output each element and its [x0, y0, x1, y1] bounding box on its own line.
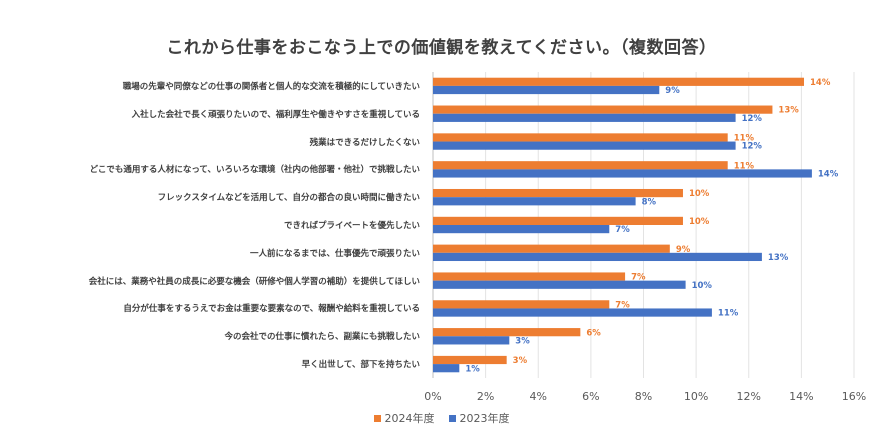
data-label: 10% — [692, 281, 713, 291]
bar-2023 — [433, 141, 736, 150]
data-label: 11% — [734, 134, 755, 144]
x-tick-label: 6% — [582, 390, 600, 403]
data-label: 7% — [631, 273, 646, 283]
x-tick-label: 10% — [683, 390, 709, 403]
data-label: 12% — [742, 142, 763, 152]
bar-2023 — [433, 113, 736, 122]
x-tick-label: 16% — [841, 390, 867, 403]
category-label: 会社には、業務や社員の成長に必要な機会（研修や個人学習の補助）を提供してほしい — [88, 276, 420, 287]
legend-label: 2024年度 — [384, 412, 435, 425]
bar-2024 — [433, 300, 610, 309]
category-label: 自分が仕事をするうえでお金は重要な要素なので、報酬や給料を重視している — [123, 304, 420, 315]
bar-2024 — [433, 161, 728, 170]
data-label: 9% — [665, 86, 680, 96]
x-tick-label: 8% — [634, 390, 653, 403]
category-label: 残業はできるだけしたくない — [309, 137, 420, 148]
x-tick-label: 0% — [424, 390, 442, 403]
data-label: 13% — [768, 253, 789, 263]
category-label: 入社した会社で長く頑張りたいので、福利厚生や働きやすさを重視している — [131, 109, 420, 120]
bar-2023 — [433, 169, 812, 178]
x-tick-label: 12% — [736, 390, 761, 403]
legend-item: 2023年度 — [448, 410, 510, 426]
bar-2023 — [433, 364, 460, 373]
bar-2024 — [433, 77, 805, 86]
category-label: 早く出世して、部下を持ちたい — [301, 360, 420, 371]
legend-swatch — [448, 414, 456, 422]
data-label: 13% — [778, 106, 799, 116]
bar-2023 — [433, 308, 712, 317]
bar-2023 — [433, 197, 636, 206]
data-label: 12% — [742, 114, 763, 124]
category-label: 一人前になるまでは、仕事優先で頑張りたい — [249, 248, 420, 259]
data-label: 9% — [676, 245, 691, 255]
x-tick-label: 2% — [476, 390, 495, 403]
data-label: 11% — [734, 161, 755, 171]
bar-2023 — [433, 252, 762, 262]
bar-2024 — [433, 244, 670, 253]
legend-label: 2023年度 — [459, 412, 510, 425]
bar-2023 — [433, 336, 510, 345]
data-label: 8% — [642, 197, 657, 207]
bar-2024 — [433, 188, 683, 198]
x-tick-label: 4% — [529, 390, 547, 403]
data-label: 11% — [718, 309, 739, 319]
category-label: どこでも通用する人材になって、いろいろな環境（社内の他部署・他社）で挑戦したい — [89, 165, 420, 176]
bar-2023 — [433, 85, 660, 95]
bar-2023 — [433, 280, 686, 289]
chart-title: これから仕事をおこなう上での価値観を教えてください。（複数回答） — [166, 38, 717, 58]
category-label: 今の会社での仕事に慣れたら、副業にも挑戦したい — [224, 332, 420, 343]
legend: 2024年度 2023年度 — [0, 410, 883, 426]
bar-2024 — [433, 355, 507, 365]
data-label: 14% — [810, 78, 831, 88]
category-label: 職場の先輩や同僚などの仕事の関係者と個人的な交流を積極的にしていきたい — [122, 81, 420, 92]
data-label: 3% — [515, 336, 530, 346]
legend-swatch — [373, 414, 381, 422]
data-label: 6% — [586, 328, 601, 338]
data-label: 14% — [818, 170, 839, 180]
data-label: 7% — [615, 225, 630, 235]
bar-2024 — [433, 133, 728, 142]
category-label: できればプライベートを優先したい — [283, 221, 420, 231]
data-label: 3% — [513, 356, 528, 366]
x-tick-label: 14% — [789, 390, 814, 403]
legend-item: 2024年度 — [373, 410, 435, 426]
data-label: 10% — [689, 217, 710, 227]
data-label: 10% — [689, 189, 710, 199]
data-label: 7% — [615, 300, 630, 310]
bar-2024 — [433, 105, 773, 114]
bar-2023 — [433, 225, 610, 234]
bar-2024 — [433, 328, 581, 337]
category-label: フレックスタイムなどを活用して、自分の都合の良い時間に働きたい — [157, 193, 420, 204]
data-label: 1% — [465, 364, 480, 374]
bar-2024 — [433, 216, 683, 225]
bar-2024 — [433, 272, 626, 281]
